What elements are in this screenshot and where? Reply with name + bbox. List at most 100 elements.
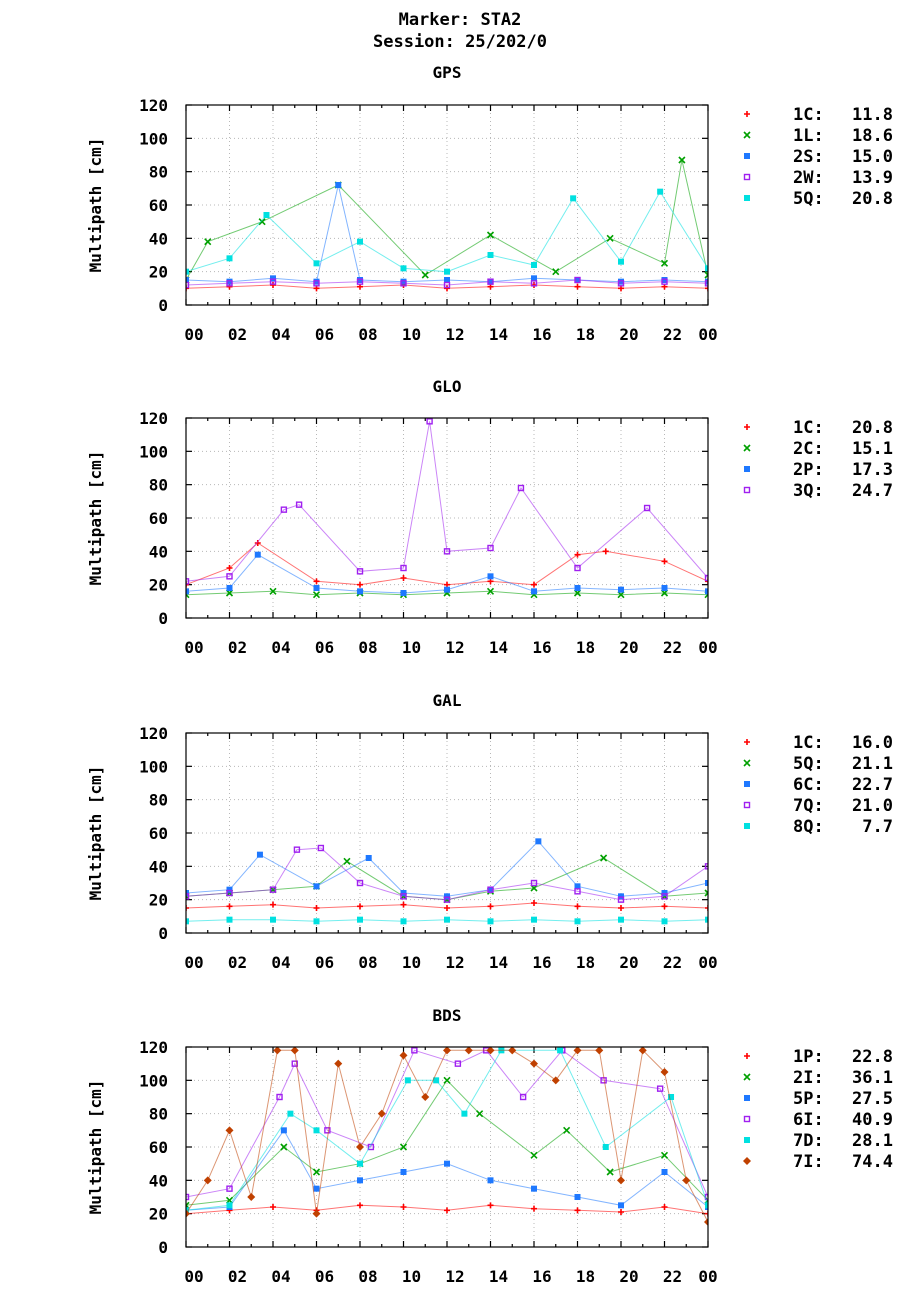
- x-tick-label: 00: [184, 325, 203, 344]
- x-tick-label: 10: [402, 953, 421, 972]
- y-axis-label: Multipath [cm]: [86, 138, 105, 273]
- series-trace: [186, 1079, 708, 1206]
- legend-label: 2I:: [793, 1068, 824, 1088]
- legend-value: 21.0: [852, 796, 893, 816]
- series-trace: [186, 1049, 708, 1211]
- data-point: [704, 574, 708, 582]
- x-tick-label: 20: [619, 325, 638, 344]
- x-tick-label: 02: [228, 325, 247, 344]
- data-marks: [186, 1046, 708, 1226]
- data-point: [295, 501, 303, 508]
- x-tick-label: 00: [698, 1267, 717, 1286]
- data-marks: [186, 418, 708, 599]
- series-3q: [186, 418, 708, 585]
- plot-frame: [185, 732, 709, 934]
- panel-glo: GLO 0 20 40 60 80 100 120 00 02 04 06 08 10 12 14 16 18 20…: [86, 377, 893, 657]
- legend-label: 8Q:: [793, 817, 824, 837]
- data-point: [519, 1093, 527, 1101]
- y-tick-label: 120: [139, 409, 168, 428]
- series-8q: [186, 916, 708, 925]
- legend-label: 6I:: [793, 1110, 824, 1130]
- legend-label: 5Q:: [793, 189, 824, 209]
- legend-value: 74.4: [852, 1152, 893, 1172]
- y-tick-label: 80: [149, 476, 168, 495]
- data-point: [280, 506, 288, 513]
- legend-swatch: [744, 781, 750, 787]
- x-tick-label: 00: [698, 638, 717, 657]
- y-tick-label: 0: [158, 609, 168, 628]
- data-point: [186, 581, 189, 588]
- x-tick-label: 18: [576, 638, 595, 657]
- panel-bds: BDS 0 20 40 60 80 100 120 00 02 04 06 08 10 12 14 16 18 20…: [86, 1006, 893, 1286]
- x-tick-label: 06: [315, 953, 334, 972]
- x-tick-label: 14: [489, 953, 508, 972]
- series-5q: [186, 188, 708, 275]
- legend-label: 2C:: [793, 439, 824, 459]
- x-tick-label: 14: [489, 325, 508, 344]
- legend: 1C: 20.8 2C: 15.1 2P: 17.3 3Q: 24.7: [743, 418, 893, 501]
- x-tick-label: 12: [445, 325, 464, 344]
- legend-label: 7I:: [793, 1152, 824, 1172]
- legend-swatch: [744, 424, 750, 430]
- panel-title: GAL: [433, 691, 462, 710]
- y-axis-label: Multipath [cm]: [86, 766, 105, 901]
- series-trace: [186, 919, 708, 922]
- series-trace: [186, 190, 708, 273]
- series-trace: [186, 1049, 708, 1223]
- legend-label: 1C:: [793, 418, 824, 438]
- data-point: [704, 889, 708, 897]
- legend-value: 27.5: [852, 1089, 893, 1109]
- series-trace: [186, 184, 708, 283]
- legend-label: 2P:: [793, 460, 824, 480]
- series-trace: [186, 1204, 708, 1215]
- x-tick-label: 22: [663, 325, 682, 344]
- y-tick-label: 80: [149, 1105, 168, 1124]
- x-tick-label: 16: [532, 1267, 551, 1286]
- x-tick-label: 16: [532, 953, 551, 972]
- series-2w: [186, 276, 708, 289]
- y-tick-label: 80: [149, 791, 168, 810]
- x-tick-label: 00: [184, 1267, 203, 1286]
- series-trace: [186, 902, 708, 909]
- data-point: [517, 484, 525, 492]
- y-tick-label: 20: [149, 576, 168, 595]
- panel-title: BDS: [433, 1006, 462, 1025]
- legend-value: 16.0: [852, 733, 893, 753]
- x-tick-label: 18: [576, 325, 595, 344]
- figure-title-session: Session: 25/202/0: [373, 32, 547, 52]
- x-tick-label: 10: [402, 1267, 421, 1286]
- legend-label: 3Q:: [793, 481, 824, 501]
- x-tick-label: 10: [402, 638, 421, 657]
- x-tick-label: 04: [271, 638, 290, 657]
- legend-swatch: [744, 195, 750, 201]
- x-tick-label: 14: [489, 638, 508, 657]
- y-tick-label: 40: [149, 542, 168, 561]
- x-tick-label: 00: [698, 953, 717, 972]
- x-tick-label: 12: [445, 1267, 464, 1286]
- series-trace: [186, 279, 708, 286]
- x-tick-label: 12: [445, 953, 464, 972]
- series-trace: [186, 159, 708, 281]
- series-trace: [186, 421, 708, 582]
- series-7d: [186, 1047, 708, 1214]
- legend-swatch: [743, 1157, 751, 1165]
- x-tick-label: 06: [315, 325, 334, 344]
- series-trace: [186, 847, 708, 901]
- y-tick-label: 40: [149, 857, 168, 876]
- series-trace: [186, 590, 708, 596]
- x-tick-label: 04: [271, 325, 290, 344]
- data-point: [643, 504, 651, 512]
- panel-title: GLO: [433, 377, 462, 396]
- legend-swatch: [743, 759, 751, 767]
- legend-swatch: [744, 111, 750, 117]
- legend-label: 5P:: [793, 1089, 824, 1109]
- y-tick-label: 80: [149, 163, 168, 182]
- figure-title-marker: Marker: STA2: [399, 10, 522, 30]
- y-tick-label: 20: [149, 891, 168, 910]
- y-tick-label: 60: [149, 509, 168, 528]
- y-tick-label: 20: [149, 1205, 168, 1224]
- legend-swatch: [743, 1073, 751, 1081]
- legend: 1P: 22.8 2I: 36.1 5P: 27.5 6I: 40.9 7D: 28.1 7I: 74…: [743, 1047, 893, 1172]
- legend-label: 7Q:: [793, 796, 824, 816]
- data-point: [454, 1060, 462, 1067]
